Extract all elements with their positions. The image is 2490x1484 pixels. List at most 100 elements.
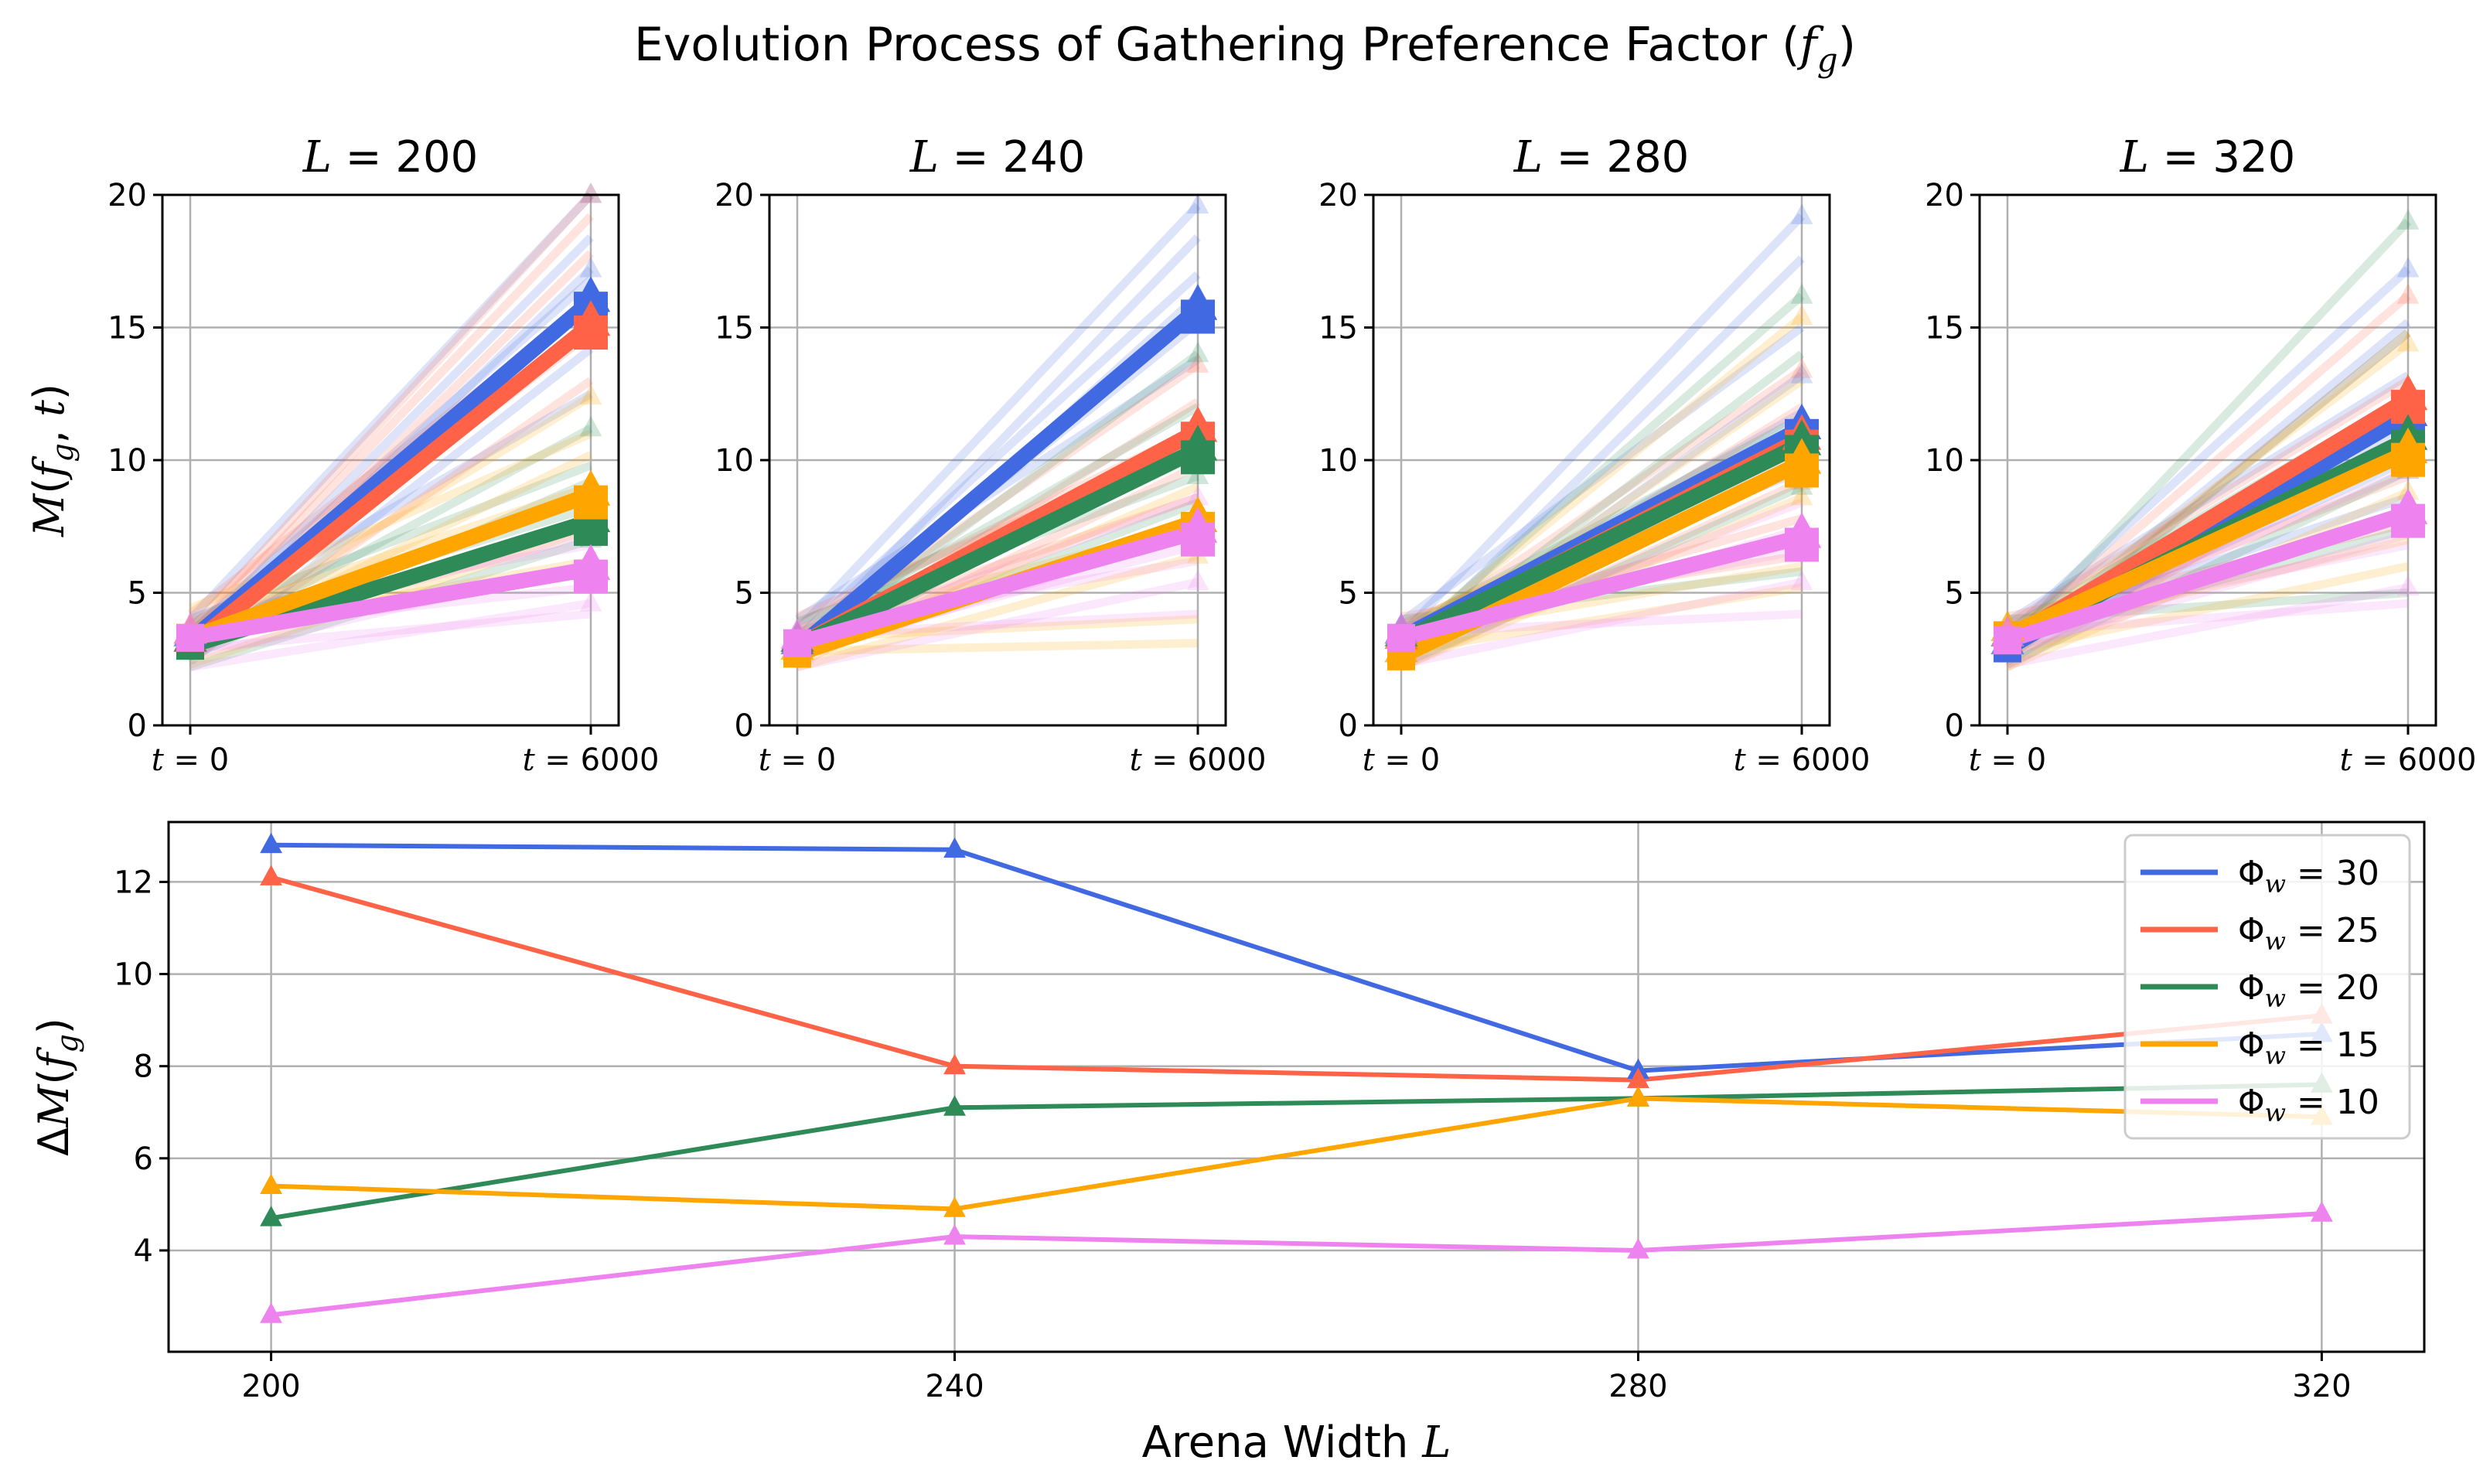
legend-label: Φw = 20	[2238, 968, 2379, 1013]
x-tick-label: t = 0	[759, 742, 836, 778]
data-point	[260, 865, 282, 885]
mean-end-triangle	[571, 276, 611, 312]
faint-marker	[2396, 209, 2420, 230]
y-tick-label: 20	[1318, 178, 1358, 213]
faint-marker	[2396, 331, 2420, 352]
y-tick-label: 4	[134, 1233, 153, 1269]
faint-marker	[1186, 341, 1209, 363]
faint-line	[795, 356, 1200, 623]
mean-line	[2004, 506, 2411, 648]
mean-start-triangle	[1384, 612, 1418, 644]
faint-marker	[1790, 304, 1813, 326]
faint-marker	[1790, 363, 1813, 384]
x-tick-label: t = 6000	[1130, 742, 1267, 778]
mean-end-triangle	[2388, 374, 2428, 411]
mean-end-triangle	[571, 469, 611, 506]
faint-line	[1398, 213, 1805, 639]
bottom-x-axis-label: Arena Width L	[1142, 1417, 1451, 1468]
x-tick-label: t = 0	[152, 742, 229, 778]
y-tick-label: 5	[128, 576, 147, 612]
panel-L=200: 0 5 10 15 20 t = 0 t = 6000 L = 200	[107, 132, 659, 778]
legend-label: Φw = 25	[2238, 911, 2379, 956]
y-tick-label: 15	[1925, 311, 1964, 346]
faint-marker	[1790, 203, 1813, 224]
faint-line	[2005, 371, 2410, 626]
faint-marker	[579, 415, 602, 437]
faint-marker	[1790, 357, 1813, 378]
faint-line	[796, 551, 1199, 671]
data-point	[1627, 1086, 1649, 1107]
y-tick-label: 10	[715, 443, 754, 479]
series-line	[271, 1211, 2322, 1318]
faint-marker	[579, 183, 602, 203]
mean-line	[795, 524, 1200, 651]
faint-line	[187, 234, 594, 644]
mean-line	[1397, 437, 1806, 648]
faint-line	[1400, 583, 1803, 656]
mean-end-triangle	[1178, 425, 1218, 461]
y-tick-label: 0	[1339, 708, 1358, 744]
y-tick-label: 10	[1318, 443, 1358, 479]
x-tick-label: t = 0	[1969, 742, 2046, 778]
faint-line	[1400, 578, 1803, 669]
faint-line	[189, 599, 592, 671]
mean-line	[185, 319, 596, 652]
y-tick-label: 5	[1339, 576, 1358, 612]
y-tick-label: 20	[715, 178, 754, 213]
y-tick-label: 15	[1318, 311, 1358, 346]
faint-line	[2006, 583, 2410, 669]
data-point	[260, 1302, 282, 1323]
mean-end-triangle	[1178, 406, 1218, 442]
x-tick-label: t = 0	[1363, 742, 1440, 778]
faint-marker	[579, 384, 602, 405]
legend: Φw = 30 Φw = 25 Φw = 20 Φw = 15 Φw = 10	[2123, 834, 2411, 1140]
faint-marker	[1186, 193, 1209, 214]
mean-start-triangle	[1990, 616, 2024, 646]
faint-line	[2005, 466, 2410, 669]
panel-L=280: 0 5 10 15 20 t = 0 t = 6000 L = 280	[1318, 132, 1870, 778]
faint-marker	[1186, 485, 1209, 506]
faint-line	[794, 271, 1201, 641]
y-tick-label: 20	[1925, 178, 1964, 213]
panel-title: L = 280	[1513, 132, 1690, 183]
mean-line	[187, 487, 594, 646]
faint-line	[1399, 477, 1804, 671]
faint-marker	[579, 183, 602, 203]
data-point	[943, 837, 966, 858]
mean-start-triangle	[173, 612, 207, 644]
faint-marker	[2396, 575, 2420, 596]
faint-line	[2006, 561, 2410, 656]
faint-line	[2007, 599, 2409, 637]
faint-line	[1398, 255, 1805, 657]
panel-frame	[167, 820, 2426, 1353]
faint-line	[1398, 292, 1805, 650]
y-tick-label: 0	[128, 708, 147, 744]
y-tick-label: 10	[107, 443, 147, 479]
y-tick-label: 0	[735, 708, 754, 744]
y-tick-label: 20	[107, 178, 147, 213]
x-tick-label: t = 6000	[2340, 742, 2477, 778]
data-point	[943, 1196, 966, 1217]
faint-line	[187, 213, 594, 639]
faint-line	[1399, 483, 1804, 669]
mean-end-triangle	[1178, 507, 1218, 543]
faint-line	[186, 192, 595, 633]
x-tick-label: 240	[925, 1369, 984, 1404]
faint-line	[2004, 218, 2411, 649]
y-tick-label: 10	[114, 957, 153, 993]
data-point	[943, 1095, 966, 1116]
panel-title: L = 320	[2120, 132, 2296, 183]
mean-line	[793, 442, 1202, 653]
x-tick-label: 200	[241, 1369, 300, 1404]
faint-marker	[1790, 283, 1813, 304]
data-point	[2311, 1201, 2333, 1222]
data-point	[260, 1206, 282, 1226]
x-tick-label: t = 6000	[1734, 742, 1871, 778]
faint-marker	[2396, 257, 2420, 278]
y-tick-label: 0	[1945, 708, 1964, 744]
mean-end-triangle	[571, 544, 611, 580]
data-point	[1627, 1067, 1649, 1088]
y-tick-label: 8	[134, 1049, 153, 1085]
faint-marker	[1790, 485, 1813, 506]
faint-line	[2004, 292, 2411, 644]
